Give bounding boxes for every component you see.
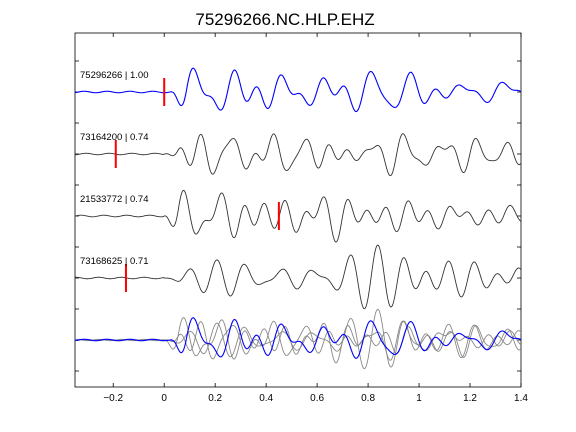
trace-labels: 75296266 | 1.00 73164200 | 0.74 21533772 |… [80,70,149,267]
x-tick-label: 0.4 [259,393,273,404]
waveform-73168625 [74,244,522,310]
waveform-traces [74,67,522,310]
x-tick-label: 0.2 [208,393,222,404]
waveform-21533772 [74,189,522,243]
plot-area-frame [74,32,522,388]
x-tick-label: 1.2 [463,393,477,404]
x-tick-label: 1.4 [514,393,528,404]
x-tick-label: −0.2 [103,393,123,404]
x-tick-labels: −0.2 0 0.2 0.4 0.6 0.8 1 1.2 1.4 [103,393,528,404]
waveform-75296266 [74,67,522,113]
x-tick-label: 0 [161,393,167,404]
x-tick-label: 1 [416,393,422,404]
x-tick-label: 0.8 [361,393,375,404]
trace-label-21533772: 21533772 | 0.74 [80,194,149,205]
x-tick-label: 0.6 [310,393,324,404]
waveform-73164200 [74,133,522,177]
trace-label-73164200: 73164200 | 0.74 [80,132,149,143]
trace-label-73168625: 73168625 | 0.71 [80,256,149,267]
trace-label-75296266: 75296266 | 1.00 [80,70,149,81]
chart-title: 75296266.NC.HLP.EHZ [195,10,374,29]
stacked-overlay [74,308,522,370]
stack-waveform-master [74,317,522,359]
pick-markers [114,78,280,292]
